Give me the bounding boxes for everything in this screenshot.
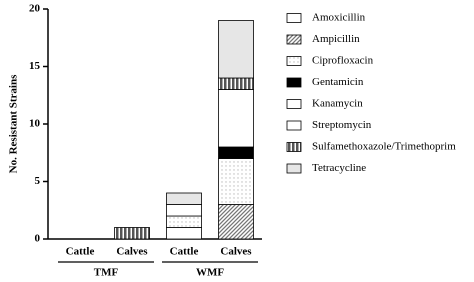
bar-segment (218, 204, 254, 240)
bar-segment (166, 192, 202, 205)
legend-swatch (286, 142, 302, 152)
legend-label: Tetracycline (312, 162, 366, 174)
x-tick-label: Calves (220, 246, 252, 258)
bar-segment (218, 146, 254, 159)
legend-swatch (286, 13, 302, 23)
bar-segment (218, 158, 254, 205)
legend-label: Ampicillin (312, 33, 360, 45)
y-tick-label: 15 (29, 60, 41, 72)
y-axis-label: No. Resistant Strains (8, 74, 20, 173)
legend-swatch (286, 99, 302, 109)
legend-label: Gentamicin (312, 76, 364, 88)
bar-segment (218, 89, 254, 148)
legend-label: Kanamycin (312, 98, 363, 110)
legend-swatch (286, 163, 302, 174)
y-tick-label: 20 (29, 3, 41, 15)
legend-label: Streptomycin (312, 119, 372, 131)
legend-label: Sulfamethoxazole/Trimethoprim (312, 141, 456, 153)
y-tick-label: 0 (35, 233, 41, 245)
x-tick-label: Calves (116, 246, 148, 258)
legend-swatch (286, 34, 302, 45)
bar-segment (166, 227, 202, 240)
legend-swatch (286, 77, 302, 88)
legend-label: Ciprofloxacin (312, 55, 374, 67)
bar-segment (218, 20, 254, 79)
bar-segment (114, 227, 150, 240)
legend-swatch (286, 120, 302, 131)
x-tick-label: Cattle (66, 246, 95, 258)
y-tick-label: 5 (35, 175, 41, 187)
group-label: TMF (94, 267, 119, 279)
bar-segment (166, 215, 202, 228)
bar-segment (166, 204, 202, 217)
y-tick-label: 10 (29, 118, 41, 130)
bar-segment (218, 77, 254, 90)
x-tick-label: Cattle (170, 246, 199, 258)
legend-swatch (286, 56, 302, 66)
legend-label: Amoxicillin (312, 12, 366, 24)
group-label: WMF (196, 267, 224, 279)
